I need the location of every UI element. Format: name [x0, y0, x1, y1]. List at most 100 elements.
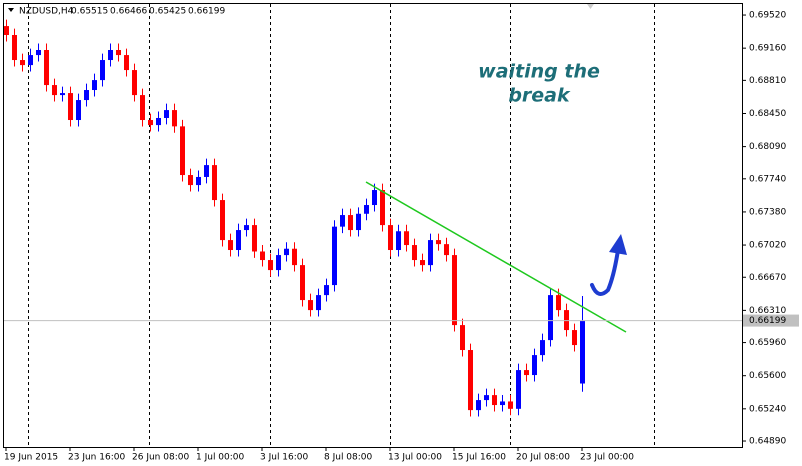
shift-marker: [587, 4, 594, 9]
candle-body: [124, 55, 129, 71]
candle-body: [580, 320, 585, 384]
candle-body: [140, 95, 145, 121]
bid-label-bg: [743, 314, 799, 327]
candle-body: [164, 110, 169, 118]
candle-body: [28, 55, 33, 66]
menu-triangle[interactable]: [8, 8, 14, 12]
candle-body: [332, 226, 337, 286]
y-tick-label: 0.68090: [749, 142, 786, 152]
candle-body: [268, 260, 273, 271]
y-tick-label: 0.68450: [749, 109, 786, 119]
candles: [4, 19, 585, 417]
x-tick-label: 20 Jul 08:00: [516, 453, 570, 463]
candle-body: [52, 85, 57, 96]
candle-body: [364, 205, 369, 214]
candle-body: [460, 325, 465, 351]
x-tick-label: 13 Jul 00:00: [388, 453, 442, 463]
candle-body: [524, 370, 529, 376]
y-tick-label: 0.65960: [749, 338, 786, 348]
candle-body: [532, 355, 537, 376]
candle-body: [188, 175, 193, 186]
y-tick-label: 0.64890: [749, 437, 786, 447]
candle-body: [548, 295, 553, 341]
annotation: waiting the: [478, 61, 600, 83]
candle-body: [556, 295, 561, 311]
candle-body: [356, 213, 361, 231]
candle-body: [204, 165, 209, 177]
candle-body: [308, 300, 313, 311]
x-tick-label: 23 Jun 16:00: [68, 453, 125, 463]
candle-body: [516, 370, 521, 409]
candle-body: [36, 50, 41, 56]
candle-body: [316, 295, 321, 311]
header-close: 0.66199: [188, 7, 225, 17]
candle-body: [340, 215, 345, 227]
header-open: 0.65515: [71, 7, 108, 17]
candle-body: [100, 60, 105, 81]
candle-body: [492, 395, 497, 406]
candle-body: [92, 80, 97, 91]
bid-label: 0.66199: [749, 316, 786, 326]
y-tick-label: 0.66310: [749, 306, 786, 316]
arrow-shaft: [590, 248, 620, 296]
x-tick-label: 15 Jul 16:00: [452, 453, 506, 463]
candle-body: [508, 401, 513, 409]
candle-body: [116, 50, 121, 56]
candle-body: [20, 60, 25, 66]
candle-body: [412, 245, 417, 261]
candle-body: [276, 255, 281, 271]
candle-body: [404, 231, 409, 246]
candle-body: [60, 93, 65, 96]
candle-body: [180, 126, 185, 176]
candle-body: [84, 90, 89, 101]
candle-body: [44, 50, 49, 86]
candle-body: [348, 215, 353, 231]
candle-body: [484, 395, 489, 401]
candle-body: [420, 260, 425, 266]
y-tick-label: 0.69520: [749, 11, 786, 21]
plot-frame: [3, 3, 743, 448]
y-tick-label: 0.66670: [749, 273, 786, 283]
candle-body: [172, 110, 177, 127]
trend-line: [365, 181, 627, 333]
candle-body: [12, 35, 17, 61]
candle-body: [388, 225, 393, 251]
y-tick-label: 0.67740: [749, 174, 786, 184]
y-tick-label: 0.67380: [749, 207, 786, 217]
candle-body: [236, 230, 241, 251]
y-tick-label: 0.68810: [749, 76, 786, 86]
header-low: 0.65425: [149, 7, 186, 17]
candle-body: [476, 400, 481, 411]
candle-body: [132, 70, 137, 96]
y-tick-label: 0.67020: [749, 241, 786, 251]
period-separators: [28, 4, 655, 447]
x-tick-label: 3 Jul 16:00: [260, 453, 309, 463]
x-tick-label: 26 Jun 08:00: [132, 453, 189, 463]
header-high: 0.66466: [110, 7, 147, 17]
x-tick-label: 8 Jul 08:00: [324, 453, 373, 463]
candle-body: [372, 190, 377, 206]
x-tick-label: 19 Jun 2015: [4, 453, 58, 463]
candle-body: [228, 240, 233, 251]
candle-body: [292, 248, 297, 266]
candle-body: [196, 176, 201, 186]
candle-body: [436, 240, 441, 245]
annotation: break: [508, 85, 571, 107]
candle-body: [540, 340, 545, 356]
candle-body: [444, 244, 449, 256]
candle-body: [252, 225, 257, 252]
symbol-label: NZDUSD,H4: [19, 7, 74, 17]
candle-body: [572, 330, 577, 346]
candle-body: [68, 93, 73, 121]
candle-body: [260, 251, 265, 261]
candle-body: [4, 26, 9, 36]
candle-body: [220, 200, 225, 241]
candle-body: [500, 401, 505, 406]
candle-body: [156, 117, 161, 126]
candle-body: [76, 100, 81, 121]
candle-body: [212, 165, 217, 201]
x-tick-label: 1 Jul 00:00: [196, 453, 245, 463]
candle-body: [244, 225, 249, 231]
candle-body: [324, 285, 329, 296]
candle-body: [380, 190, 385, 226]
